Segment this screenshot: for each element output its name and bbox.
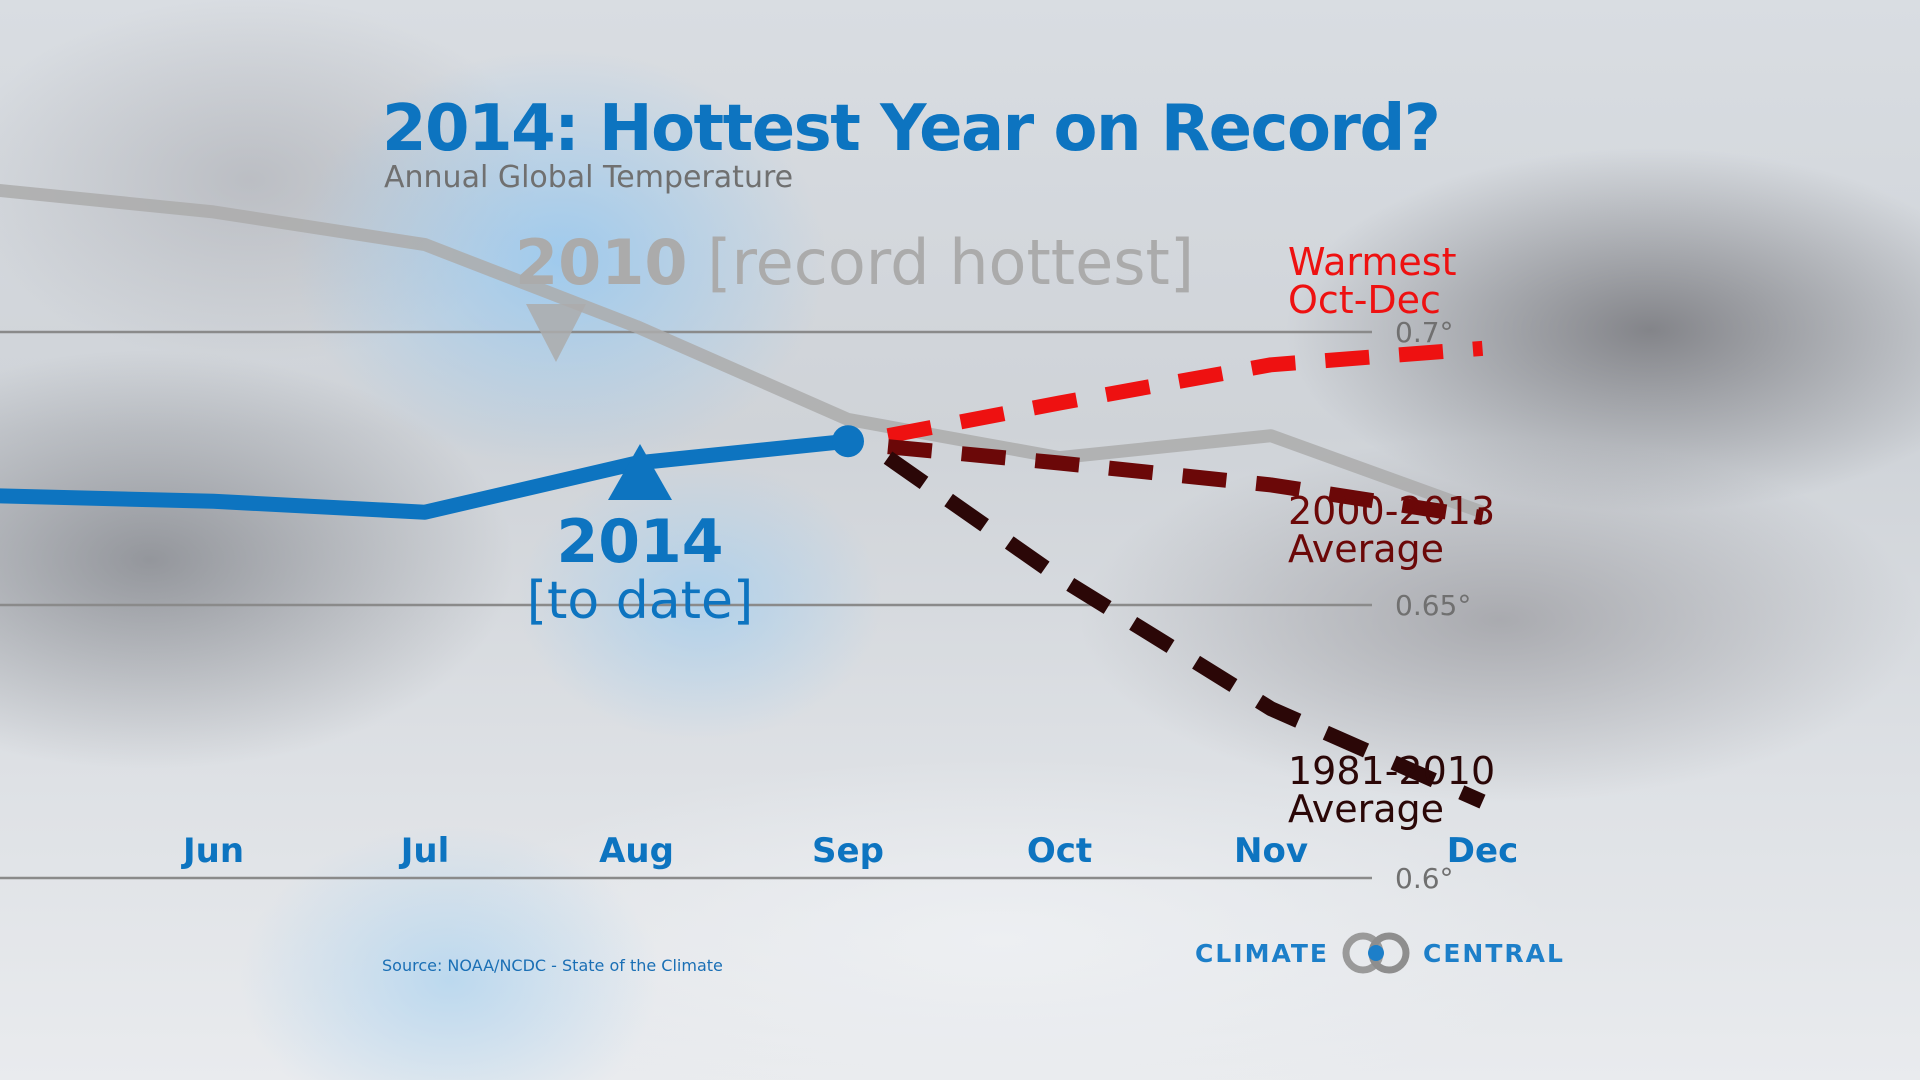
gridlines: 0.6° 0.65° 0.7°: [0, 316, 1471, 895]
source-note: Source: NOAA/NCDC - State of the Climate: [382, 956, 723, 975]
series-label-warmest: Oct-Dec: [1288, 278, 1441, 322]
climate-central-logo: CLIMATE CENTRAL: [1195, 928, 1565, 978]
series-label-avg_1981_2010: Average: [1288, 787, 1444, 831]
label-2010: 2010 [record hottest]: [515, 226, 1194, 299]
series-line-avg_2000_2013: [887, 439, 1484, 526]
x-tick-label: Dec: [1447, 831, 1518, 871]
series-line-y2010: [0, 183, 1485, 519]
logo-rings-icon: [1342, 932, 1410, 974]
logo-text-right: CENTRAL: [1423, 938, 1565, 968]
series-endpoint-2014: [832, 425, 864, 458]
x-tick-label: Jul: [399, 831, 450, 871]
series-line-avg_1981_2010: [883, 451, 1486, 809]
y-tick-label: 0.6°: [1395, 862, 1454, 895]
series-lines: [0, 183, 1486, 809]
x-tick-label: Sep: [812, 831, 884, 871]
series-label-avg_2000_2013: 2000-2013: [1288, 489, 1495, 533]
y-tick-label: 0.65°: [1395, 589, 1471, 622]
chart-subtitle: Annual Global Temperature: [384, 160, 794, 195]
marker-2014-triangle: [608, 444, 672, 500]
series-label-warmest: Warmest: [1288, 240, 1456, 284]
series-label-avg_1981_2010: 1981-2010: [1288, 749, 1495, 793]
series-labels: 2010 [record hottest] 2014[to date] Warmes…: [515, 226, 1495, 831]
x-tick-label: Aug: [599, 831, 674, 871]
label-2014: 2014: [557, 507, 724, 577]
series-label-avg_2000_2013: Average: [1288, 527, 1444, 571]
x-tick-label: Oct: [1027, 831, 1092, 871]
x-axis-ticks: Jun Jul Aug Sep Oct Nov Dec: [181, 831, 1518, 871]
logo-text-left: CLIMATE: [1195, 938, 1329, 968]
y-tick-label: 0.7°: [1395, 316, 1454, 349]
chart-title: 2014: Hottest Year on Record?: [382, 92, 1441, 166]
marker-2010-triangle: [526, 304, 586, 362]
label-2014-suffix: [to date]: [527, 571, 754, 631]
series-line-y2014: [0, 433, 849, 520]
series-line-warmest: [886, 340, 1484, 444]
x-tick-label: Jun: [181, 831, 244, 871]
x-tick-label: Nov: [1234, 831, 1308, 871]
